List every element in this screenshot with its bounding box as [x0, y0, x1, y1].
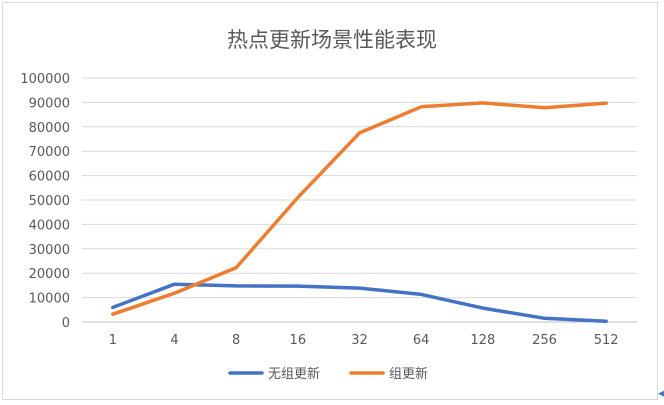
x-axis-tick-labels: 1 4 8 16 32 64 128 256 512 — [109, 333, 619, 348]
y-tick-label: 0 — [62, 316, 70, 331]
legend: 无组更新 组更新 — [228, 366, 428, 382]
y-tick-label: 100000 — [20, 72, 70, 87]
y-tick-label: 10000 — [29, 292, 70, 307]
y-tick-label: 20000 — [29, 267, 70, 282]
x-tick-label: 256 — [532, 333, 557, 348]
y-tick-label: 50000 — [29, 194, 70, 209]
y-tick-label: 60000 — [29, 170, 70, 185]
resize-handle-icon: ◀ — [658, 389, 664, 399]
legend-label-0: 无组更新 — [268, 366, 320, 382]
y-tick-label: 80000 — [29, 121, 70, 136]
y-tick-label: 30000 — [29, 243, 70, 258]
x-tick-label: 64 — [413, 333, 430, 348]
x-tick-label: 16 — [290, 333, 307, 348]
x-tick-label: 1 — [109, 333, 117, 348]
y-tick-label: 70000 — [29, 145, 70, 160]
x-tick-label: 4 — [170, 333, 178, 348]
series-layer — [111, 101, 608, 324]
y-tick-label: 40000 — [29, 218, 70, 233]
gridlines — [82, 77, 637, 323]
y-tick-label: 90000 — [29, 96, 70, 111]
x-tick-label: 128 — [470, 333, 495, 348]
x-tick-label: 8 — [232, 333, 240, 348]
x-tick-label: 32 — [351, 333, 368, 348]
chart-title: 热点更新场景性能表现 — [227, 28, 437, 52]
chart-frame — [2, 2, 658, 400]
legend-label-1: 组更新 — [389, 366, 428, 382]
series-line-1 — [111, 101, 608, 316]
y-axis-tick-labels: 0 10000 20000 30000 40000 50000 60000 70000 8000… — [20, 72, 70, 331]
x-tick-label: 512 — [594, 333, 619, 348]
